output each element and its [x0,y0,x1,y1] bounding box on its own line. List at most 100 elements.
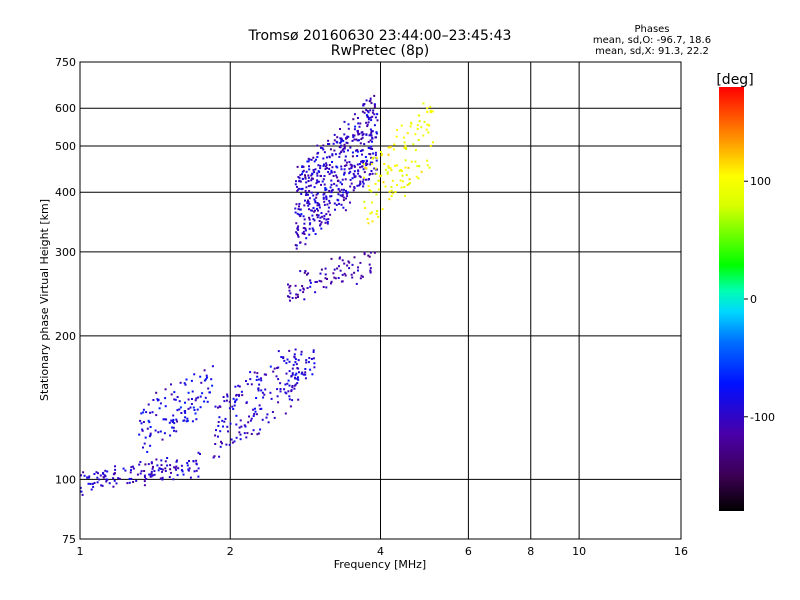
data-point [199,406,202,409]
data-point [161,468,164,471]
data-point [363,171,366,174]
data-point [183,382,186,385]
data-point [223,420,226,423]
data-point [189,406,192,409]
data-point [323,203,326,206]
data-point [155,414,158,417]
data-point [295,244,298,247]
data-point [316,174,319,177]
data-point [365,121,368,124]
data-point [389,167,392,170]
data-point [414,149,417,152]
data-point [157,431,160,434]
data-point [176,474,179,477]
data-point [349,146,352,149]
data-point [388,198,391,201]
data-point [303,233,306,235]
data-point [318,204,321,207]
data-point [345,137,348,140]
data-point [375,172,378,175]
data-point [356,163,359,166]
data-point [128,481,131,484]
data-point [376,156,378,159]
data-point [369,116,372,119]
data-point [304,368,307,370]
data-point [304,227,307,230]
data-point [347,135,350,138]
data-point [297,376,299,379]
data-point [351,177,354,180]
data-point [330,257,333,260]
data-point [374,116,377,119]
data-point [149,411,152,414]
data-point [139,419,142,422]
data-point [100,484,103,487]
data-point [332,272,335,275]
data-point [369,212,372,215]
data-point [340,140,343,143]
data-point [280,356,283,358]
data-point [345,192,348,195]
data-point [359,277,362,280]
data-point [179,406,182,409]
data-point [334,208,336,211]
data-point [246,432,249,435]
data-point [82,471,85,474]
data-point [313,171,316,174]
data-point [367,121,370,124]
data-point [309,285,312,288]
data-point [194,412,197,415]
data-point [365,133,368,136]
data-point [172,418,175,421]
data-point [147,463,150,466]
data-point [288,384,291,387]
data-point [340,280,343,283]
data-point [324,277,327,280]
data-point [139,461,142,463]
data-point [375,131,378,134]
data-point [160,459,163,462]
data-point [302,373,305,376]
data-point [162,418,165,421]
data-point [426,164,429,167]
data-point [149,444,152,447]
data-point [304,243,307,246]
data-point [224,417,227,420]
data-point [322,196,325,199]
data-point [366,218,369,221]
data-point [291,297,294,299]
data-point [357,117,359,119]
data-point [299,270,302,273]
data-point [154,429,157,432]
data-point [387,166,390,169]
data-points [79,94,434,496]
data-point [327,171,330,173]
data-point [359,122,362,125]
data-point [429,105,432,108]
data-point [363,253,366,256]
data-point [412,143,415,146]
data-point [159,430,162,433]
data-point [333,171,336,174]
data-point [275,375,278,378]
data-point [386,171,389,174]
data-point [213,455,216,458]
data-point [315,213,318,216]
data-point [416,124,419,127]
data-point [142,421,145,423]
data-point [217,424,220,427]
data-point [192,460,195,462]
data-point [296,212,299,215]
data-point [239,433,242,436]
data-point [87,482,90,485]
data-point [143,470,146,472]
data-point [184,383,187,386]
data-point [301,371,304,374]
data-point [350,182,353,185]
data-point [396,164,399,167]
data-point [164,460,167,463]
data-point [297,235,300,238]
data-point [328,173,331,176]
data-point [322,197,325,200]
